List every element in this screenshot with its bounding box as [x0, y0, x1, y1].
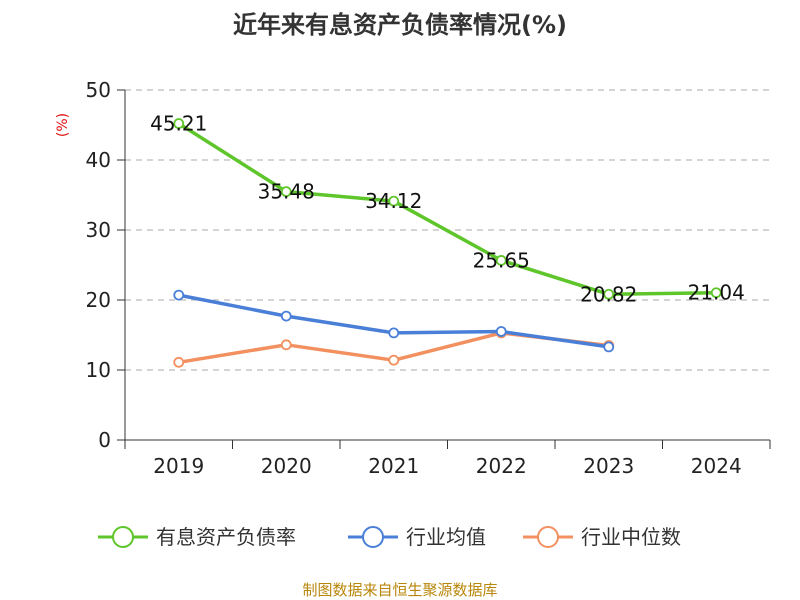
data-labels: 45.21 35.48 34.12 25.65 20.82 21.04: [150, 112, 745, 307]
data-point: [173, 356, 185, 368]
data-label: 45.21: [150, 112, 207, 136]
data-point: [173, 118, 185, 129]
data-point: [388, 354, 400, 366]
series-line: [177, 293, 611, 349]
data-label: 35.48: [258, 180, 315, 204]
x-tick-label: 2024: [691, 454, 742, 478]
x-tick-label: 2020: [261, 454, 312, 478]
legend-marker: [537, 526, 559, 548]
legend-marker: [362, 526, 384, 548]
data-point: [495, 326, 507, 337]
x-tick-label: 2023: [583, 454, 634, 478]
y-tick-label: 40: [86, 148, 111, 172]
data-point: [388, 195, 400, 207]
legend-label: 有息资产负债率: [156, 525, 296, 549]
axes: 0 10 20 30 40 50 2019 2020 2021 2022 2023 2024: [86, 78, 771, 478]
data-label: 25.65: [473, 248, 530, 272]
data-label: 20.82: [580, 282, 637, 306]
y-tick-label: 20: [86, 288, 111, 312]
chart-title: 近年来有息资产负债率情况(%): [233, 11, 567, 39]
legend-marker: [112, 526, 134, 548]
data-label: 34.12: [365, 189, 422, 213]
legend: 有息资产负债率 行业均值 行业中位数: [98, 525, 681, 549]
y-tick-label: 10: [86, 358, 111, 382]
series-group: [173, 118, 722, 368]
y-axis-label: (%): [55, 113, 71, 137]
legend-label: 行业均值: [406, 525, 486, 549]
x-tick-label: 2019: [153, 454, 204, 478]
y-tick-label: 50: [86, 78, 111, 102]
x-tick-label: 2021: [368, 454, 419, 478]
data-point: [388, 327, 400, 339]
data-point: [603, 341, 615, 353]
data-point: [710, 287, 722, 299]
data-point: [173, 289, 185, 301]
legend-label: 行业中位数: [581, 525, 681, 549]
data-point: [495, 255, 507, 266]
y-tick-label: 30: [86, 218, 111, 242]
data-point: [280, 339, 292, 351]
series-line: [177, 121, 719, 297]
data-point: [603, 288, 615, 300]
x-tick-label: 2022: [476, 454, 527, 478]
source-note: 制图数据来自恒生聚源数据库: [302, 581, 497, 599]
y-tick-label: 0: [98, 428, 111, 452]
data-point: [280, 310, 292, 322]
data-point: [280, 186, 292, 198]
data-label: 21.04: [688, 281, 745, 305]
